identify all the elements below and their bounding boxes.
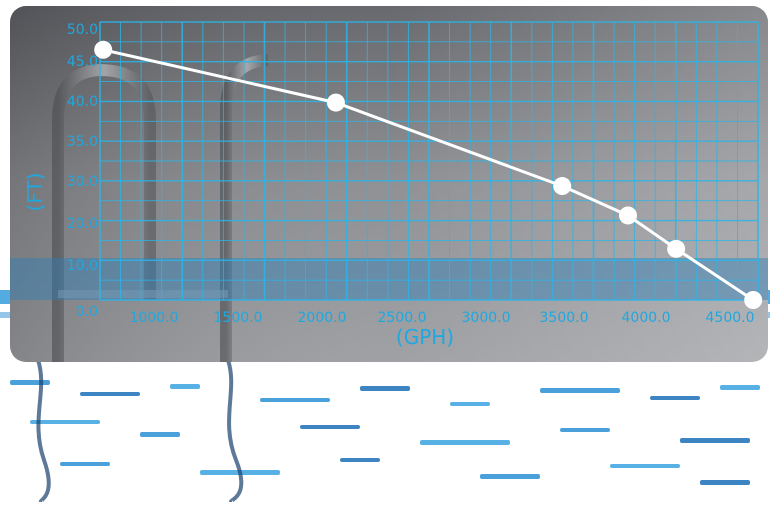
- y-tick-label: 50.0: [67, 22, 98, 38]
- x-axis-title: (GPH): [396, 325, 454, 349]
- grid-lines: [99, 21, 759, 301]
- x-tick-label: 1500.0: [214, 310, 263, 326]
- data-point: [553, 177, 572, 196]
- x-tick-label: 4500.0: [706, 310, 755, 326]
- y-tick-label: 35.0: [67, 134, 98, 150]
- y-tick-label: 40.0: [67, 94, 98, 110]
- tile-band: [10, 258, 768, 300]
- data-point: [326, 93, 345, 112]
- series-layer: [94, 40, 763, 309]
- y-tick-label: 30.0: [67, 174, 98, 190]
- x-tick-label: 2500.0: [378, 310, 427, 326]
- data-point: [667, 239, 686, 258]
- y-axis-title: (FT): [23, 173, 47, 212]
- y-tick-label: 0.0: [76, 304, 98, 320]
- x-tick-label: 4000.0: [622, 310, 671, 326]
- y-tick-label: 20.0: [67, 216, 98, 232]
- y-tick-label: 10.0: [67, 258, 98, 274]
- data-point: [744, 291, 763, 309]
- x-tick-label: 3500.0: [540, 310, 589, 326]
- y-tick-label: 45.0: [67, 54, 98, 70]
- tick-labels: 0.0 10.0 20.0 30.0 35.0 40.0 45.0 50.0 1000.0 150…: [67, 22, 755, 326]
- series-line: [102, 48, 755, 302]
- x-tick-label: 3000.0: [462, 310, 511, 326]
- data-point: [619, 206, 638, 225]
- x-tick-label: 2000.0: [298, 310, 347, 326]
- data-point: [94, 40, 113, 59]
- x-tick-label: 1000.0: [130, 310, 179, 326]
